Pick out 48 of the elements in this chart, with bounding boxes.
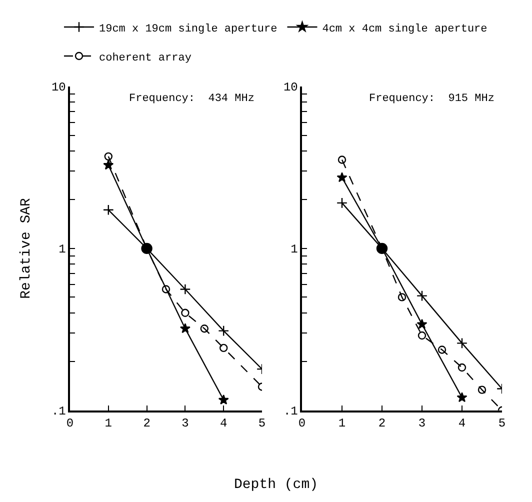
x-tick-label: 2 <box>378 416 386 431</box>
point <box>104 152 112 161</box>
point <box>456 392 468 402</box>
point <box>438 346 446 354</box>
point <box>398 293 406 302</box>
y-tick-label: .1 <box>283 404 298 419</box>
y-tick-label: 10 <box>283 80 298 95</box>
annotation: Frequency: 434 MHz <box>129 93 254 105</box>
x-tick-label: 3 <box>418 416 426 431</box>
annotation: Frequency: 915 MHz <box>369 93 494 105</box>
point <box>458 363 466 372</box>
y-axis-title: Relative SAR <box>18 197 35 299</box>
point <box>220 344 228 352</box>
x-tick-label: 3 <box>182 416 189 431</box>
point <box>162 285 170 294</box>
point <box>456 338 468 349</box>
point <box>218 325 230 336</box>
x-tick-label: 5 <box>498 416 506 431</box>
x-tick-label: 4 <box>458 416 466 431</box>
x-tick-label: 4 <box>220 416 228 431</box>
point <box>416 318 428 329</box>
y-tick-label: 1 <box>290 242 298 257</box>
point <box>336 197 348 208</box>
legend-label: 19cm x 19cm single aperture <box>99 23 278 36</box>
point <box>200 324 208 333</box>
x-tick-label: 1 <box>104 416 112 431</box>
point <box>102 204 114 216</box>
point <box>180 323 190 334</box>
y-tick-label: .1 <box>51 404 66 419</box>
point <box>478 386 486 394</box>
point <box>336 172 348 182</box>
legend-label: coherent array <box>99 52 192 64</box>
point <box>103 160 114 170</box>
point <box>181 308 190 317</box>
x-tick-label: 2 <box>143 416 150 431</box>
point <box>416 290 428 302</box>
y-tick-label: 1 <box>58 242 66 257</box>
x-tick-label: 1 <box>338 416 346 431</box>
x-axis-title: Depth (cm) <box>234 477 318 493</box>
y-tick-label: 10 <box>51 80 66 95</box>
x-tick-label: 0 <box>66 416 74 431</box>
point <box>418 331 426 340</box>
x-tick-label: 0 <box>298 416 306 431</box>
legend-label: 4cm x 4cm single aperture <box>322 23 488 36</box>
point <box>180 284 191 295</box>
point <box>218 394 229 405</box>
point <box>338 156 346 164</box>
x-tick-label: 5 <box>258 416 266 431</box>
